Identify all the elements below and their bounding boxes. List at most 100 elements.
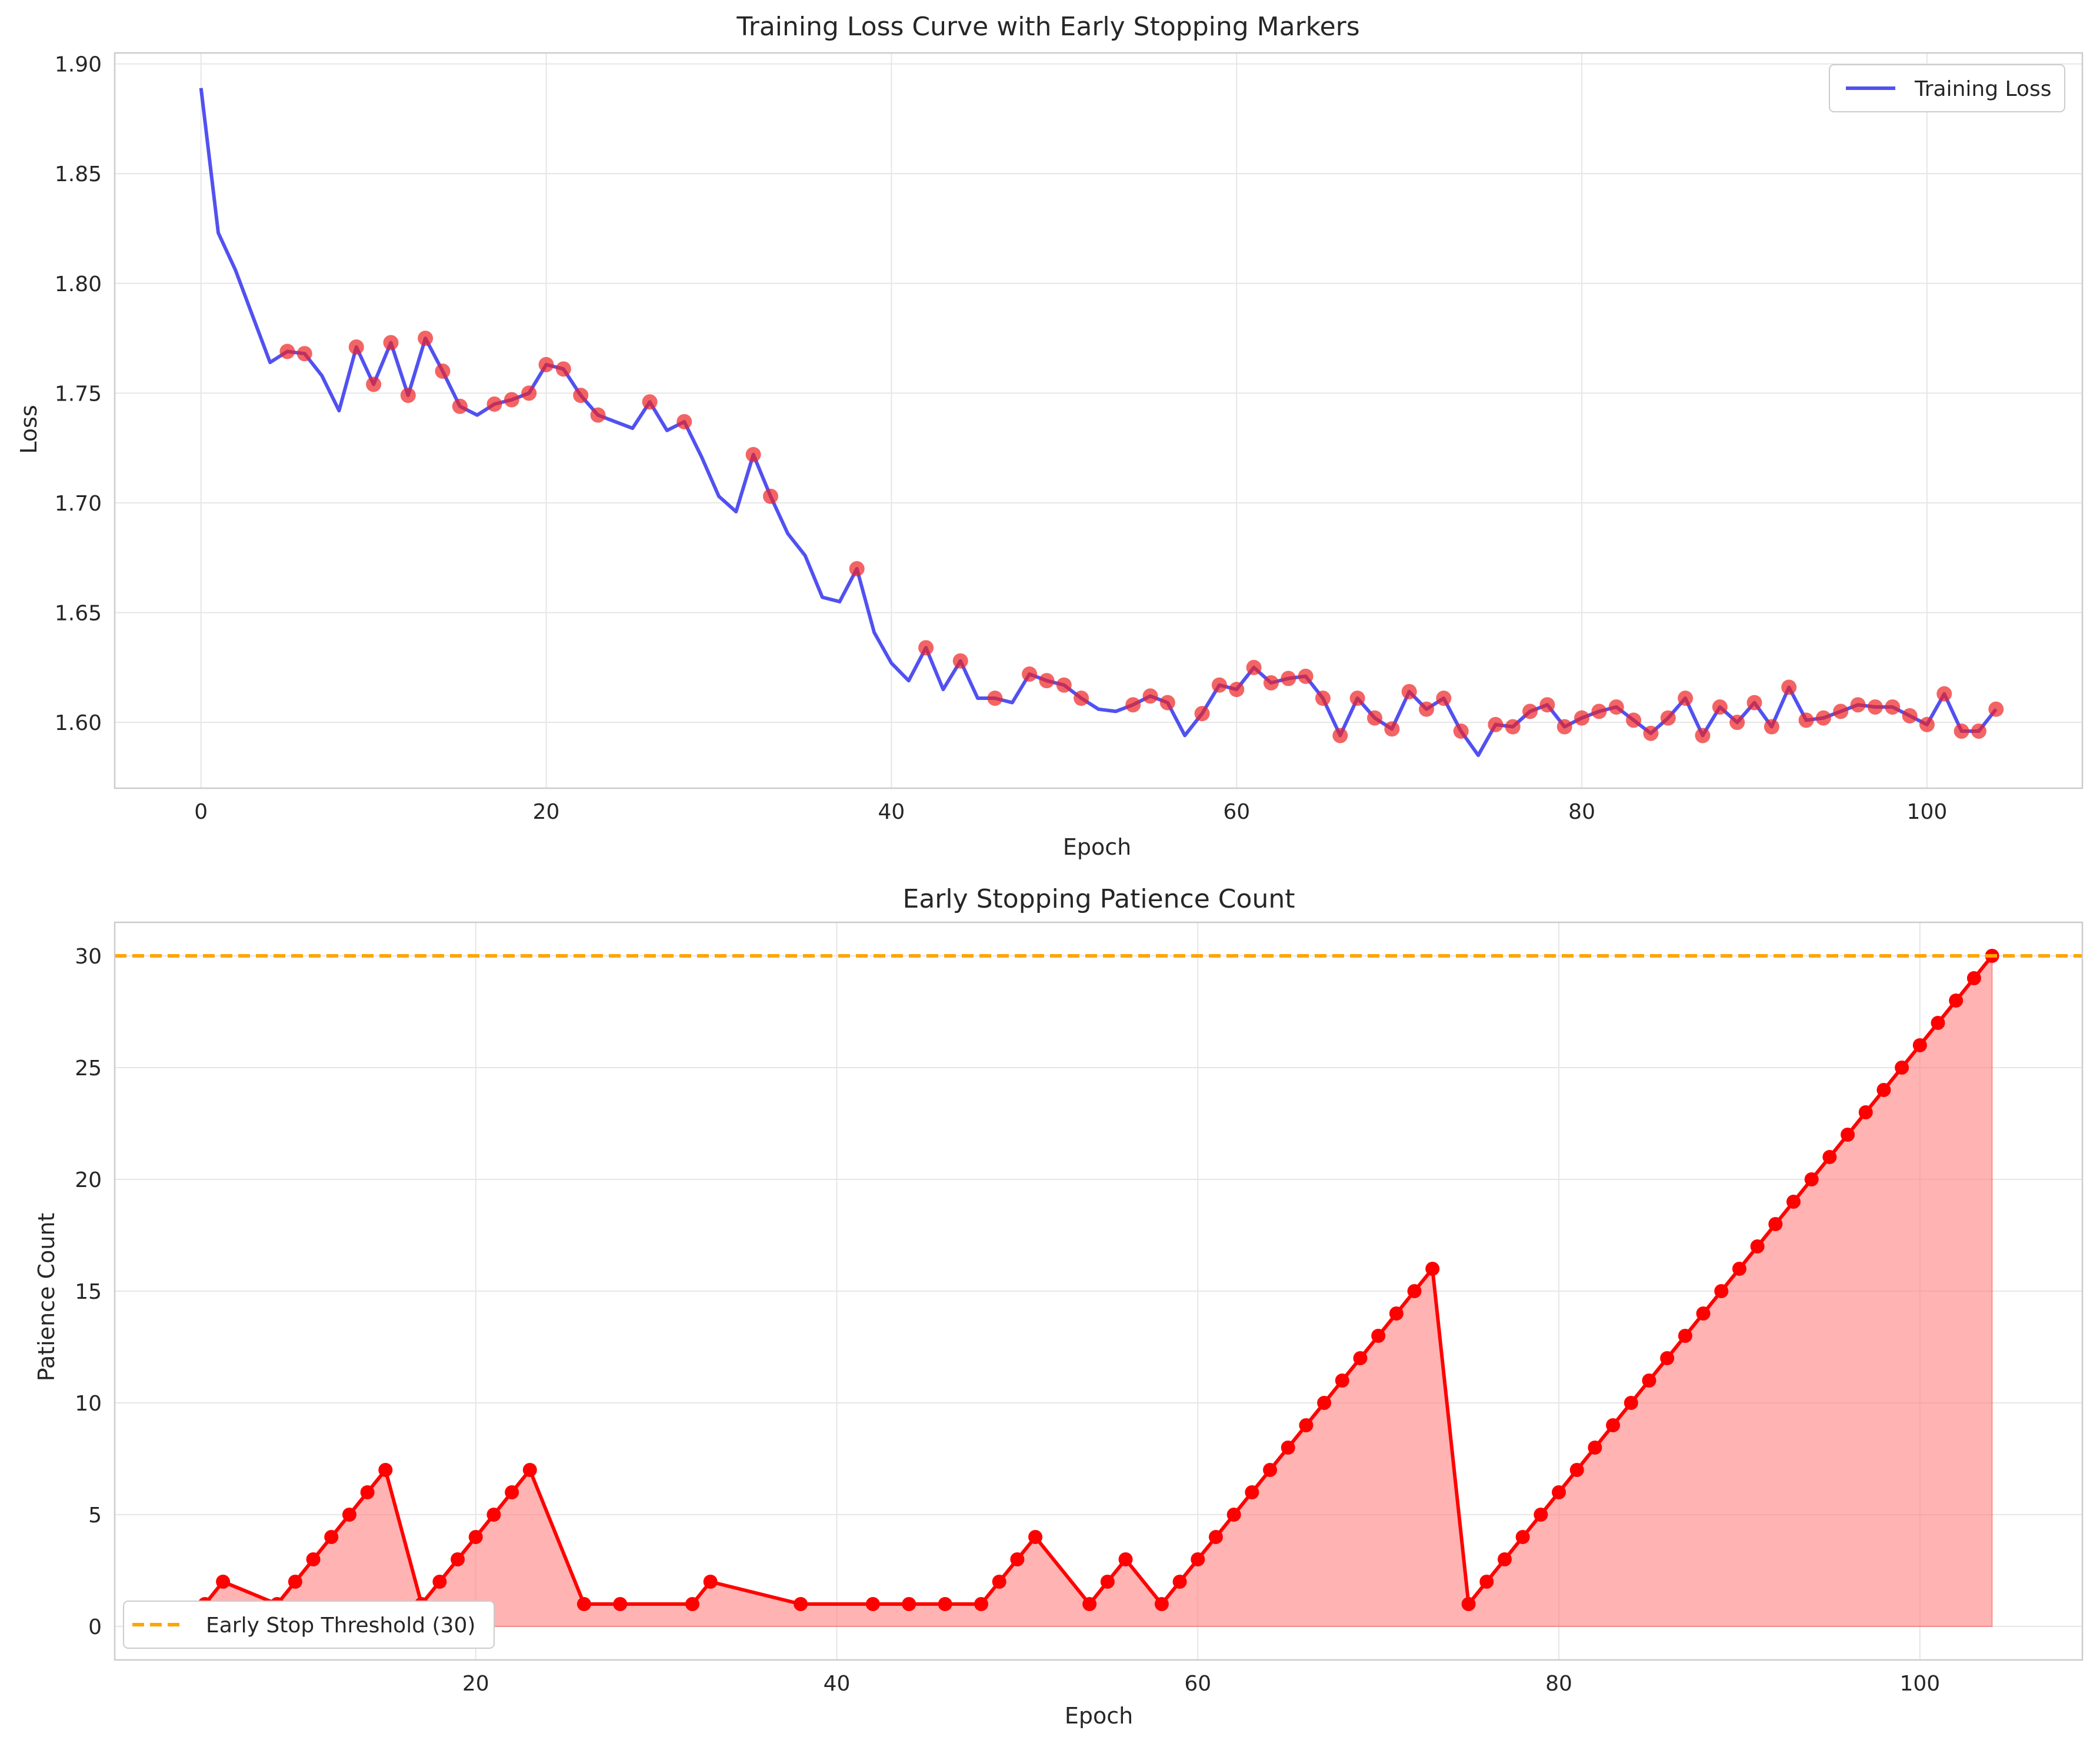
early-stopping-marker — [1263, 675, 1279, 691]
early-stopping-marker — [538, 356, 554, 372]
patience-point — [288, 1575, 302, 1589]
early-stopping-marker — [1332, 728, 1348, 744]
patience-chart-title: Early Stopping Patience Count — [903, 884, 1295, 914]
patience-point — [468, 1530, 483, 1544]
early-stopping-marker — [1142, 688, 1158, 704]
early-stopping-marker — [1764, 719, 1779, 735]
x-tick-label: 20 — [462, 1672, 489, 1696]
patience-point — [1696, 1306, 1711, 1321]
patience-point — [1172, 1575, 1187, 1589]
patience-point — [1606, 1418, 1621, 1432]
patience-point — [1118, 1552, 1133, 1566]
patience-chart-frame — [114, 921, 2084, 1661]
loss-chart-grid — [115, 53, 2082, 788]
y-tick-label: 15 — [75, 1280, 102, 1304]
early-stopping-marker — [1815, 710, 1831, 726]
patience-point — [1858, 1105, 1873, 1119]
patience-point — [1588, 1441, 1602, 1455]
legend-box — [123, 1601, 495, 1649]
early-stopping-marker — [1384, 721, 1400, 737]
early-stopping-marker — [1626, 712, 1642, 728]
y-tick-label: 25 — [75, 1056, 102, 1081]
early-stopping-marker — [1453, 723, 1469, 739]
early-stopping-marker — [1695, 728, 1711, 744]
patience-chart-x-ticks: 20 40 60 80 100 — [462, 1672, 1940, 1696]
early-stopping-marker — [1988, 701, 2004, 717]
patience-point — [342, 1508, 356, 1522]
loss-chart-x-axis-label: Epoch — [1063, 834, 1131, 860]
early-stopping-marker — [1488, 716, 1504, 732]
legend-label-threshold: Early Stop Threshold (30) — [206, 1613, 475, 1638]
patience-point — [1082, 1597, 1097, 1611]
patience-point — [613, 1597, 628, 1611]
early-stopping-marker — [1746, 695, 1762, 711]
legend-label-training-loss: Training Loss — [1914, 77, 2051, 101]
early-stopping-marker — [1556, 719, 1572, 735]
patience-point — [1931, 1016, 1945, 1030]
patience-point — [1624, 1396, 1638, 1410]
x-tick-label: 0 — [194, 800, 208, 824]
early-stopping-marker — [1781, 679, 1797, 695]
loss-chart-y-ticks: 1.60 1.65 1.70 1.75 1.80 1.85 1.90 — [55, 53, 102, 735]
patience-point — [1461, 1597, 1476, 1611]
early-stopping-marker — [400, 388, 416, 404]
patience-point — [902, 1597, 916, 1611]
patience-point — [1678, 1329, 1692, 1343]
early-stopping-marker — [1419, 701, 1434, 717]
patience-point — [1208, 1530, 1223, 1544]
early-stopping-marker — [348, 339, 364, 355]
patience-point — [360, 1485, 375, 1499]
y-tick-label: 1.85 — [55, 162, 102, 186]
early-stopping-marker — [1125, 697, 1141, 713]
y-tick-label: 20 — [75, 1168, 102, 1192]
early-stopping-marker — [1798, 712, 1814, 728]
patience-point — [1226, 1508, 1241, 1522]
early-stopping-marker — [1022, 666, 1038, 682]
patience-point — [1912, 1038, 1927, 1052]
patience-point — [505, 1485, 519, 1499]
patience-point — [938, 1597, 952, 1611]
patience-point — [522, 1463, 537, 1477]
early-stopping-marker — [1159, 695, 1175, 711]
early-stopping-marker — [987, 691, 1003, 706]
y-tick-label: 1.75 — [55, 382, 102, 406]
early-stopping-marker — [1574, 710, 1590, 726]
early-stopping-marker — [521, 385, 537, 401]
early-stopping-marker — [849, 561, 865, 576]
patience-point — [1841, 1128, 1855, 1142]
early-stopping-marker — [296, 346, 312, 362]
patience-point — [576, 1597, 591, 1611]
y-tick-label: 1.60 — [55, 711, 102, 735]
patience-point — [1389, 1306, 1404, 1321]
early-stopping-marker — [1643, 725, 1659, 741]
early-stopping-marker — [1539, 697, 1555, 713]
y-tick-label: 1.80 — [55, 272, 102, 296]
early-stopping-marker — [1505, 719, 1521, 735]
patience-point — [1317, 1396, 1332, 1410]
early-stopping-marker — [763, 488, 778, 504]
early-stopping-marker — [1366, 710, 1382, 726]
patience-point — [324, 1530, 339, 1544]
patience-point — [1534, 1508, 1548, 1522]
early-stopping-marker — [418, 331, 434, 346]
early-stopping-marker — [435, 364, 451, 379]
early-stopping-marker — [383, 335, 399, 351]
early-stopping-marker — [1039, 673, 1055, 689]
early-stopping-marker — [952, 653, 968, 669]
patience-point — [1299, 1418, 1314, 1432]
patience-point — [974, 1597, 989, 1611]
loss-chart-x-ticks: 0 20 40 60 80 100 — [194, 800, 1947, 824]
early-stopping-marker — [1867, 699, 1883, 715]
patience-point — [1191, 1552, 1205, 1566]
x-tick-label: 40 — [824, 1672, 851, 1696]
loss-chart-y-axis-label: Loss — [16, 405, 42, 454]
early-stopping-marker — [1246, 659, 1262, 675]
patience-point — [1660, 1351, 1675, 1365]
loss-chart-frame — [114, 52, 2084, 789]
early-stopping-marker — [1298, 668, 1314, 684]
patience-point — [1281, 1441, 1295, 1455]
early-stopping-marker — [590, 407, 606, 423]
x-tick-label: 40 — [878, 800, 905, 824]
early-stopping-marker — [486, 396, 502, 412]
